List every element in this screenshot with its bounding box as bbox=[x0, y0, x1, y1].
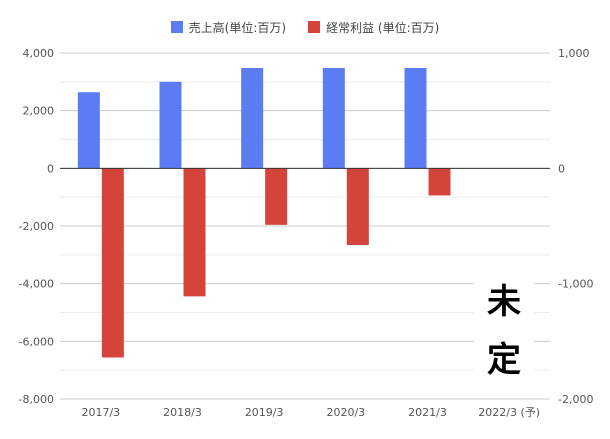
right-axis-tick-label: 0 bbox=[558, 162, 565, 175]
legend-swatch-sales bbox=[170, 21, 183, 33]
legend-label-sales: 売上高(単位:百万) bbox=[188, 20, 287, 35]
left-axis-tick-label: -8,000 bbox=[19, 393, 54, 406]
bar-ordinary-profit[interactable] bbox=[183, 168, 206, 297]
right-axis-tick-label: -1,000 bbox=[558, 278, 593, 291]
x-axis-tick-label: 2020/3 bbox=[326, 406, 365, 419]
bar-ordinary-profit[interactable] bbox=[346, 168, 369, 246]
gridlines bbox=[60, 52, 550, 400]
bar-sales[interactable] bbox=[159, 81, 182, 169]
undetermined-annotation: 未 定 bbox=[474, 277, 534, 385]
bar-sales[interactable] bbox=[322, 67, 345, 169]
right-axis-tick-label: -2,000 bbox=[558, 393, 593, 406]
legend: 売上高(単位:百万) 経常利益 (単位:百万) bbox=[0, 16, 610, 38]
bars bbox=[77, 67, 451, 358]
legend-item-sales[interactable]: 売上高(単位:百万) bbox=[170, 19, 287, 36]
left-axis-tick-label: -2,000 bbox=[19, 220, 54, 233]
x-axis-labels: 2017/3 2018/3 2019/3 2020/3 2021/3 2022/3 (予) bbox=[81, 406, 540, 419]
left-axis-tick-label: 2,000 bbox=[23, 105, 55, 118]
legend-swatch-ordinary-profit bbox=[308, 21, 321, 33]
bar-sales[interactable] bbox=[77, 92, 100, 169]
legend-label-ordinary-profit: 経常利益 (単位:百万) bbox=[326, 20, 440, 35]
right-axis-ticks: 1,000 0 -1,000 -2,000 bbox=[558, 47, 593, 406]
left-axis-tick-label: -6,000 bbox=[19, 335, 54, 348]
left-axis-tick-label: 0 bbox=[47, 162, 54, 175]
x-axis-tick-label: 2022/3 (予) bbox=[478, 406, 540, 419]
left-axis-tick-label: 4,000 bbox=[23, 47, 55, 60]
right-axis-tick-label: 1,000 bbox=[558, 47, 590, 60]
bar-ordinary-profit[interactable] bbox=[101, 168, 124, 358]
legend-item-ordinary-profit[interactable]: 経常利益 (単位:百万) bbox=[308, 19, 439, 36]
bar-sales[interactable] bbox=[404, 67, 427, 169]
left-axis-tick-label: -4,000 bbox=[19, 278, 54, 291]
x-axis-tick-label: 2017/3 bbox=[81, 406, 120, 419]
x-axis-tick-label: 2018/3 bbox=[163, 406, 202, 419]
bar-sales[interactable] bbox=[241, 67, 264, 169]
bar-ordinary-profit[interactable] bbox=[265, 168, 288, 225]
annotation-char-2: 定 bbox=[487, 340, 521, 380]
left-axis-ticks: 4,000 2,000 0 -2,000 -4,000 -6,000 -8,000 bbox=[19, 47, 54, 406]
bar-ordinary-profit[interactable] bbox=[428, 168, 451, 196]
x-axis-tick-label: 2021/3 bbox=[408, 406, 447, 419]
x-axis-tick-label: 2019/3 bbox=[245, 406, 284, 419]
annotation-char-1: 未 bbox=[487, 282, 521, 322]
